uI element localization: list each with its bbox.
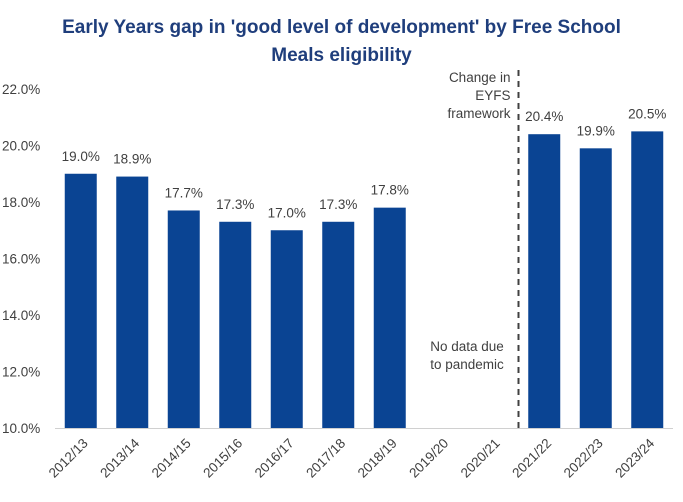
bar	[116, 176, 149, 428]
bars	[64, 131, 664, 428]
data-label: 17.0%	[268, 205, 306, 220]
y-tick-label: 22.0%	[2, 82, 40, 97]
x-tick-label: 2023/24	[612, 435, 657, 480]
data-label: 17.7%	[165, 185, 203, 200]
data-label: 20.5%	[628, 106, 666, 121]
x-tick-label: 2018/19	[355, 436, 400, 481]
x-tick-label: 2017/18	[303, 436, 348, 481]
bar	[64, 173, 97, 428]
bar	[167, 210, 200, 428]
y-tick-label: 12.0%	[2, 365, 40, 380]
x-tick-label: 2012/13	[46, 436, 91, 481]
x-tick-label: 2019/20	[406, 436, 451, 481]
x-tick-label: 2022/23	[561, 436, 606, 481]
y-tick-label: 16.0%	[2, 252, 40, 267]
data-label: 17.3%	[216, 197, 254, 212]
annotation-framework-change: framework	[447, 106, 510, 121]
bar	[631, 131, 664, 428]
y-tick-label: 10.0%	[2, 421, 40, 436]
bar	[579, 148, 612, 428]
bar	[322, 221, 355, 428]
bar	[219, 221, 252, 428]
y-tick-label: 18.0%	[2, 195, 40, 210]
bar	[373, 207, 406, 428]
bar	[270, 230, 303, 428]
annotations: Change in EYFS framework No data due to pand…	[430, 70, 520, 428]
x-tick-label: 2013/14	[97, 435, 142, 480]
annotation-framework-change: Change in	[449, 70, 511, 85]
x-tick-label: 2014/15	[149, 436, 194, 481]
x-tick-label: 2015/16	[200, 436, 245, 481]
data-label: 19.9%	[577, 123, 615, 138]
data-label: 17.8%	[371, 183, 409, 198]
y-axis: 10.0% 12.0% 14.0% 16.0% 18.0% 20.0% 22.0%	[2, 82, 40, 436]
x-tick-label: 2020/21	[458, 436, 503, 481]
bar	[528, 134, 561, 428]
data-labels: 19.0% 18.9% 17.7% 17.3% 17.0% 17.3% 17.8% 20.4%…	[62, 106, 667, 220]
x-axis: 2012/13 2013/14 2014/15 2015/16 2016/17 2017/…	[46, 428, 673, 481]
data-label: 19.0%	[62, 149, 100, 164]
y-tick-label: 14.0%	[2, 308, 40, 323]
x-tick-label: 2021/22	[509, 436, 554, 481]
chart-title: Early Years gap in 'good level of develo…	[62, 17, 621, 66]
data-label: 17.3%	[319, 197, 357, 212]
annotation-framework-change: EYFS	[475, 88, 510, 103]
annotation-no-data: No data due	[430, 339, 504, 354]
annotation-no-data: to pandemic	[430, 357, 504, 372]
y-tick-label: 20.0%	[2, 139, 40, 154]
data-label: 20.4%	[525, 109, 563, 124]
data-label: 18.9%	[113, 152, 151, 167]
x-tick-label: 2016/17	[252, 436, 297, 481]
